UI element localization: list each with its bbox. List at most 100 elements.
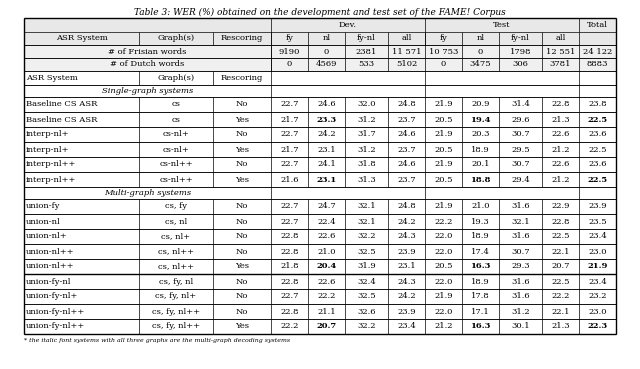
Text: union-nl: union-nl xyxy=(26,217,61,225)
Text: 23.7: 23.7 xyxy=(397,115,416,124)
Bar xyxy=(24,157,616,172)
Text: 22.5: 22.5 xyxy=(588,115,607,124)
Text: 23.7: 23.7 xyxy=(397,176,416,183)
Text: 22.6: 22.6 xyxy=(317,232,336,241)
Text: 23.9: 23.9 xyxy=(588,203,607,210)
Text: union-fy-nl++: union-fy-nl++ xyxy=(26,323,85,331)
Text: 0: 0 xyxy=(287,61,292,69)
Text: cs, nl+: cs, nl+ xyxy=(161,232,191,241)
Text: ASR System: ASR System xyxy=(26,74,77,82)
Text: 22.8: 22.8 xyxy=(280,307,299,315)
Bar xyxy=(24,172,616,187)
Bar xyxy=(24,244,616,259)
Text: 30.7: 30.7 xyxy=(511,248,530,255)
Text: 29.3: 29.3 xyxy=(511,262,530,270)
Text: 18.9: 18.9 xyxy=(471,145,490,154)
Text: 30.7: 30.7 xyxy=(511,131,530,138)
Text: 29.6: 29.6 xyxy=(511,115,530,124)
Text: 22.7: 22.7 xyxy=(280,217,299,225)
Text: 17.8: 17.8 xyxy=(471,293,490,300)
Text: cs, fy, nl++: cs, fy, nl++ xyxy=(152,323,200,331)
Bar xyxy=(24,289,616,304)
Text: 9190: 9190 xyxy=(279,48,300,55)
Text: 23.1: 23.1 xyxy=(317,145,336,154)
Text: No: No xyxy=(236,217,248,225)
Text: 22.6: 22.6 xyxy=(551,131,570,138)
Text: 24.6: 24.6 xyxy=(317,100,336,108)
Text: 22.3: 22.3 xyxy=(588,323,607,331)
Text: 31.8: 31.8 xyxy=(357,161,376,169)
Text: fy: fy xyxy=(440,34,447,42)
Text: interp-nl+: interp-nl+ xyxy=(26,131,70,138)
Text: 21.7: 21.7 xyxy=(280,145,299,154)
Text: all: all xyxy=(401,34,412,42)
Text: cs-nl++: cs-nl++ xyxy=(159,176,193,183)
Text: 22.7: 22.7 xyxy=(280,100,299,108)
Text: 32.4: 32.4 xyxy=(357,277,376,286)
Text: 24.3: 24.3 xyxy=(397,232,416,241)
Text: 17.1: 17.1 xyxy=(471,307,490,315)
Text: 21.9: 21.9 xyxy=(434,161,453,169)
Text: cs, nl: cs, nl xyxy=(165,217,187,225)
Text: cs-nl+: cs-nl+ xyxy=(163,131,189,138)
Text: 4569: 4569 xyxy=(316,61,337,69)
Text: 24.2: 24.2 xyxy=(397,217,416,225)
Text: 32.2: 32.2 xyxy=(357,232,376,241)
Text: 21.1: 21.1 xyxy=(317,307,336,315)
Text: fy-nl: fy-nl xyxy=(357,34,376,42)
Text: 23.3: 23.3 xyxy=(316,115,337,124)
Text: No: No xyxy=(236,100,248,108)
Text: 22.6: 22.6 xyxy=(317,277,336,286)
Text: 24.2: 24.2 xyxy=(397,293,416,300)
Text: cs, nl++: cs, nl++ xyxy=(158,262,194,270)
Text: 20.9: 20.9 xyxy=(471,100,490,108)
Text: cs: cs xyxy=(172,100,180,108)
Text: Yes: Yes xyxy=(235,115,249,124)
Text: 533: 533 xyxy=(358,61,374,69)
Text: 31.4: 31.4 xyxy=(511,100,530,108)
Text: 31.7: 31.7 xyxy=(357,131,376,138)
Bar xyxy=(24,112,616,127)
Text: fy: fy xyxy=(285,34,293,42)
Text: 22.8: 22.8 xyxy=(280,232,299,241)
Text: ASR System: ASR System xyxy=(56,34,108,42)
Text: No: No xyxy=(236,307,248,315)
Text: Multi-graph systems: Multi-graph systems xyxy=(104,189,191,197)
Text: 22.0: 22.0 xyxy=(435,307,452,315)
Text: 20.4: 20.4 xyxy=(316,262,337,270)
Bar xyxy=(24,18,616,32)
Bar xyxy=(24,85,616,97)
Text: 29.4: 29.4 xyxy=(511,176,530,183)
Text: 21.9: 21.9 xyxy=(434,131,453,138)
Text: cs, fy, nl+: cs, fy, nl+ xyxy=(156,293,196,300)
Text: 31.9: 31.9 xyxy=(357,262,376,270)
Text: 11 571: 11 571 xyxy=(392,48,421,55)
Text: 30.7: 30.7 xyxy=(511,161,530,169)
Text: Baseline CS ASR: Baseline CS ASR xyxy=(26,100,97,108)
Text: 21.9: 21.9 xyxy=(434,203,453,210)
Text: 21.9: 21.9 xyxy=(434,100,453,108)
Text: cs, fy, nl: cs, fy, nl xyxy=(159,277,193,286)
Text: 22.5: 22.5 xyxy=(588,176,607,183)
Text: 23.9: 23.9 xyxy=(397,307,416,315)
Text: nl: nl xyxy=(323,34,331,42)
Text: 21.9: 21.9 xyxy=(588,262,608,270)
Bar xyxy=(24,58,616,71)
Text: 22.8: 22.8 xyxy=(280,277,299,286)
Text: 22.6: 22.6 xyxy=(551,161,570,169)
Text: 24.6: 24.6 xyxy=(397,161,416,169)
Text: 0: 0 xyxy=(441,61,446,69)
Text: cs, nl++: cs, nl++ xyxy=(158,248,194,255)
Text: 23.8: 23.8 xyxy=(588,100,607,108)
Text: cs: cs xyxy=(172,115,180,124)
Text: 22.2: 22.2 xyxy=(280,323,299,331)
Text: Yes: Yes xyxy=(235,323,249,331)
Text: Graph(s): Graph(s) xyxy=(157,34,195,42)
Text: 23.7: 23.7 xyxy=(397,145,416,154)
Text: nl: nl xyxy=(476,34,484,42)
Text: 32.1: 32.1 xyxy=(511,217,530,225)
Bar xyxy=(24,229,616,244)
Text: 20.5: 20.5 xyxy=(435,115,452,124)
Text: 21.0: 21.0 xyxy=(471,203,490,210)
Text: union-fy-nl+: union-fy-nl+ xyxy=(26,293,78,300)
